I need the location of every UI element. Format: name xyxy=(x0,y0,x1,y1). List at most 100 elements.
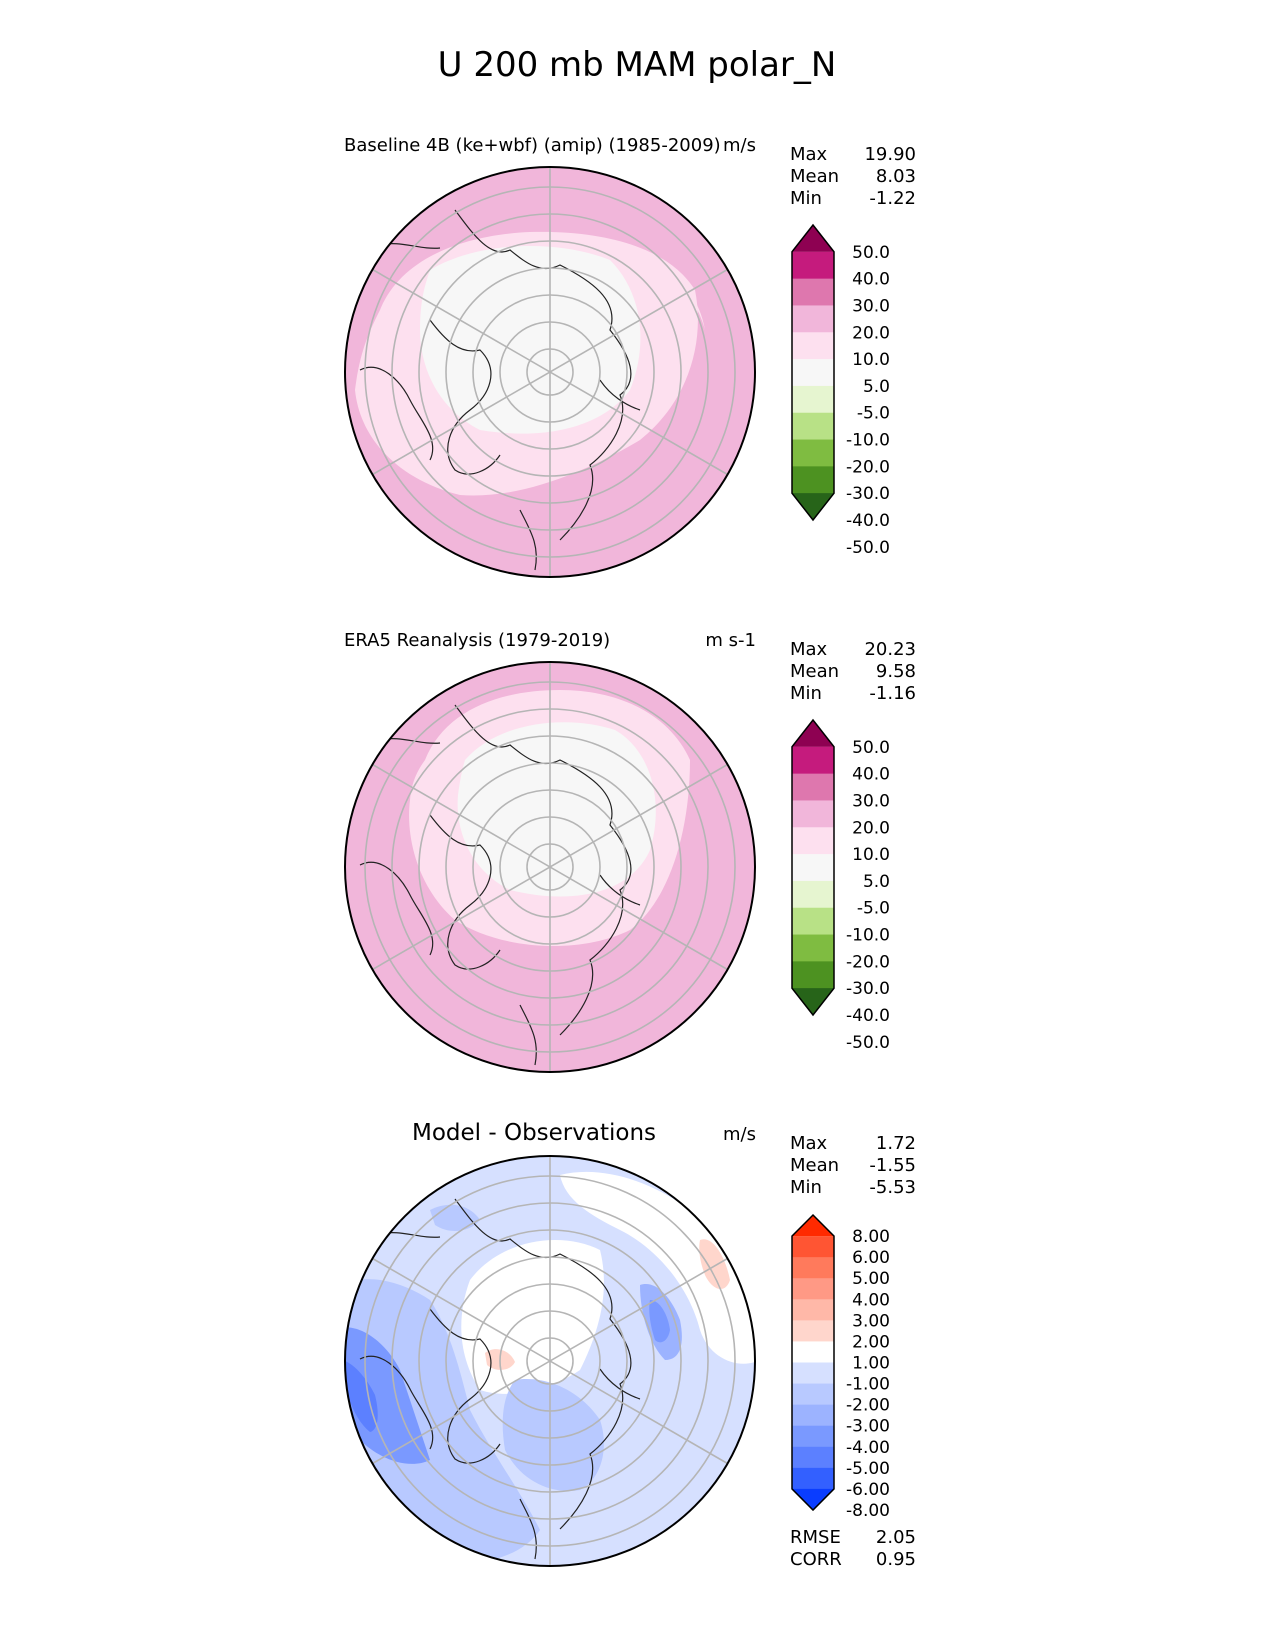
colorbar-tick-label: 1.00 xyxy=(852,1354,890,1374)
colorbar-tick-label: -30.0 xyxy=(846,979,890,999)
colorbar-tick-label: -50.0 xyxy=(846,1033,890,1053)
stat-value: 19.90 xyxy=(864,144,916,165)
colorbar-segment xyxy=(792,854,834,882)
colorbar-tick-label: -10.0 xyxy=(846,431,890,451)
colorbar: 50.0 40.0 30.0 20.0 10.0 5.0 -5.0 -10.0 -20.0 -30… xyxy=(791,223,890,558)
coastlines xyxy=(359,209,641,571)
colorbar-tick-label: 4.00 xyxy=(852,1290,890,1310)
panel-title: Model - Observations xyxy=(412,1120,656,1146)
colorbar-extend-max xyxy=(792,1215,834,1237)
colorbar-tick-label: 20.0 xyxy=(852,323,890,343)
colorbar-tick-label: 10.0 xyxy=(852,845,890,865)
rmse-value: 2.05 xyxy=(876,1527,916,1548)
stat-value: 1.72 xyxy=(876,1133,916,1154)
colorbar-segment xyxy=(792,907,834,936)
stat-value: 8.03 xyxy=(876,166,916,187)
coastlines xyxy=(359,704,641,1066)
colorbar-segment xyxy=(792,880,834,909)
colorbar-tick-label: 10.0 xyxy=(852,350,890,370)
stat-label: Mean xyxy=(790,661,839,682)
corr-label: CORR xyxy=(790,1549,842,1570)
colorbar-tick-label: -30.0 xyxy=(846,484,890,504)
colorbar-tick-label: 30.0 xyxy=(852,791,890,811)
colorbar-tick-label: 40.0 xyxy=(852,765,890,785)
graticule xyxy=(364,662,736,1072)
colorbar-tick-label: -20.0 xyxy=(846,952,890,972)
colorbar-segment xyxy=(792,827,834,855)
colorbar-tick-label: -4.00 xyxy=(846,1438,890,1458)
stat-value: -1.55 xyxy=(869,1155,916,1176)
corr-value: 0.95 xyxy=(876,1549,916,1570)
colorbar-segment xyxy=(792,773,834,801)
colorbar-tick-label: -5.00 xyxy=(846,1459,890,1479)
colorbar: 8.006.005.004.003.002.001.00-1.00-2.00-3… xyxy=(791,1213,890,1521)
stat-value: -5.53 xyxy=(869,1177,916,1198)
colorbar-segment xyxy=(792,1404,834,1427)
colorbar-tick-label: 8.00 xyxy=(852,1227,890,1247)
colorbar-segment xyxy=(792,1467,834,1490)
colorbar-segment xyxy=(792,305,834,333)
stat-value: 9.58 xyxy=(876,661,916,682)
colorbar-segment xyxy=(792,278,834,306)
stat-label: Min xyxy=(790,1177,822,1198)
panel-observations: ERA5 Reanalysis (1979-2019) m s-1 xyxy=(344,630,916,1073)
colorbar-tick-label: 50.0 xyxy=(852,738,890,758)
stat-label: Min xyxy=(790,683,822,704)
units-label: m s-1 xyxy=(705,630,756,651)
colorbar-tick-label: 6.00 xyxy=(852,1248,890,1268)
colorbar-tick-label: -3.00 xyxy=(846,1417,890,1437)
colorbar-outline xyxy=(791,223,835,522)
colorbar-segment xyxy=(792,385,834,414)
colorbar-tick-label: 5.0 xyxy=(863,377,890,397)
colorbar-outline xyxy=(791,1213,835,1512)
units-label: m/s xyxy=(723,135,756,156)
colorbar-extend-min xyxy=(792,1488,834,1510)
map-boundary xyxy=(344,661,756,1073)
panel-difference: Model - Observations m/s xyxy=(344,1120,916,1570)
colorbar-tick-label: 3.00 xyxy=(852,1311,890,1331)
colorbar-segment xyxy=(792,746,834,775)
rmse-label: RMSE xyxy=(790,1527,841,1548)
panel-title: Baseline 4B (ke+wbf) (amip) (1985-2009) xyxy=(344,135,721,156)
panel-model: Baseline 4B (ke+wbf) (amip) (1985-2009) … xyxy=(344,135,916,578)
colorbar-tick-label: -5.0 xyxy=(857,899,890,919)
colorbar-segment xyxy=(792,359,834,387)
colorbar-tick-label: -8.00 xyxy=(846,1501,890,1521)
colorbar-tick-label: -20.0 xyxy=(846,457,890,477)
colorbar-segment xyxy=(792,332,834,360)
colorbar-tick-label: -40.0 xyxy=(846,511,890,531)
colorbar-tick-label: 5.00 xyxy=(852,1269,890,1289)
colorbar-tick-label: 50.0 xyxy=(852,243,890,263)
colorbar-segment xyxy=(792,1257,834,1279)
colorbar-segment xyxy=(792,1446,834,1469)
stat-value: -1.16 xyxy=(869,683,916,704)
colorbar-tick-label: -6.00 xyxy=(846,1480,890,1500)
stat-label: Max xyxy=(790,144,828,165)
stat-label: Mean xyxy=(790,166,839,187)
colorbar-segment xyxy=(792,1341,834,1363)
panel-title: ERA5 Reanalysis (1979-2019) xyxy=(344,630,610,651)
stat-label: Mean xyxy=(790,1155,839,1176)
colorbar-segment xyxy=(792,961,834,989)
stat-value: -1.22 xyxy=(869,188,916,209)
colorbar-tick-label: -2.00 xyxy=(846,1396,890,1416)
colorbar-segment xyxy=(792,466,834,494)
colorbar-tick-label: -50.0 xyxy=(846,538,890,558)
stat-label: Min xyxy=(790,188,822,209)
graticule xyxy=(364,1156,736,1566)
colorbar-segment xyxy=(792,1278,834,1300)
map-boundary xyxy=(344,1155,756,1567)
colorbar: 50.0 40.0 30.0 20.0 10.0 5.0 -5.0 -10.0 -20.0 -30… xyxy=(791,718,890,1053)
colorbar-tick-label: -1.00 xyxy=(846,1375,890,1395)
colorbar-segment xyxy=(792,439,834,467)
colorbar-segment xyxy=(792,251,834,280)
colorbar-segment xyxy=(792,934,834,962)
colorbar-segment xyxy=(792,1299,834,1321)
colorbar-tick-label: -40.0 xyxy=(846,1006,890,1026)
colorbar-outline xyxy=(791,718,835,1017)
stat-value: 20.23 xyxy=(864,639,916,660)
figure-title: U 200 mb MAM polar_N xyxy=(438,45,837,85)
colorbar-tick-label: 40.0 xyxy=(852,270,890,290)
colorbar-segment xyxy=(792,412,834,441)
stat-label: Max xyxy=(790,639,828,660)
